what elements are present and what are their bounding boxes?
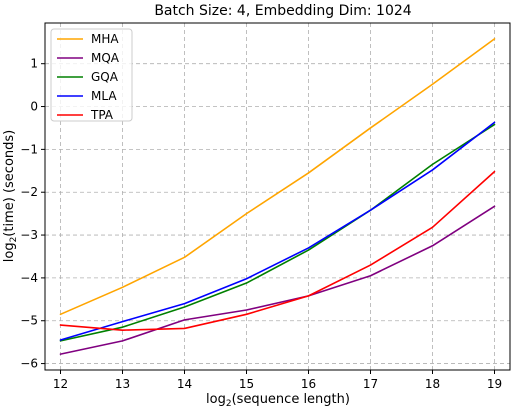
y-tick-label-0: −6	[20, 357, 38, 371]
legend-frame	[50, 28, 133, 122]
series-line-mqa	[59, 205, 496, 355]
legend-label-tpa: TPA	[90, 108, 114, 122]
x-tick-label-4: 16	[301, 377, 316, 391]
series-lines	[59, 38, 496, 355]
y-tick-label-5: −1	[20, 142, 38, 156]
y-tick-label-6: 0	[30, 100, 38, 114]
x-axis-label: log2(sequence length)	[206, 392, 350, 406]
legend-label-mla: MLA	[91, 89, 117, 103]
axis-ticks: 12 13 14 15 16 17 18 19 −6 −5 −4 −3 −2 −1 0 1	[20, 57, 502, 391]
legend: MHA MQA GQA MLA TPA	[50, 28, 133, 122]
y-tick-label-2: −4	[20, 271, 38, 285]
series-line-gqa	[59, 123, 496, 342]
y-axis-label: log2(time) (seconds)	[2, 130, 19, 263]
x-tick-label-2: 14	[177, 377, 192, 391]
series-line-tpa	[59, 170, 496, 331]
y-tick-label-7: 1	[30, 57, 38, 71]
chart-title: Batch Size: 4, Embedding Dim: 1024	[154, 3, 411, 19]
x-tick-label-1: 13	[115, 377, 130, 391]
plot-frame	[44, 22, 511, 371]
legend-label-mha: MHA	[91, 32, 119, 46]
x-tick-label-0: 12	[53, 377, 68, 391]
y-tick-label-1: −5	[20, 314, 38, 328]
series-line-mla	[59, 121, 496, 341]
y-tick-label-4: −2	[20, 185, 38, 199]
y-tick-label-3: −3	[20, 228, 38, 242]
legend-label-gqa: GQA	[91, 70, 119, 84]
x-tick-label-7: 19	[487, 377, 502, 391]
x-tick-label-3: 15	[239, 377, 254, 391]
series-line-mha	[59, 38, 496, 316]
x-tick-label-5: 17	[363, 377, 378, 391]
x-tick-label-6: 18	[425, 377, 440, 391]
legend-label-mqa: MQA	[91, 51, 120, 65]
